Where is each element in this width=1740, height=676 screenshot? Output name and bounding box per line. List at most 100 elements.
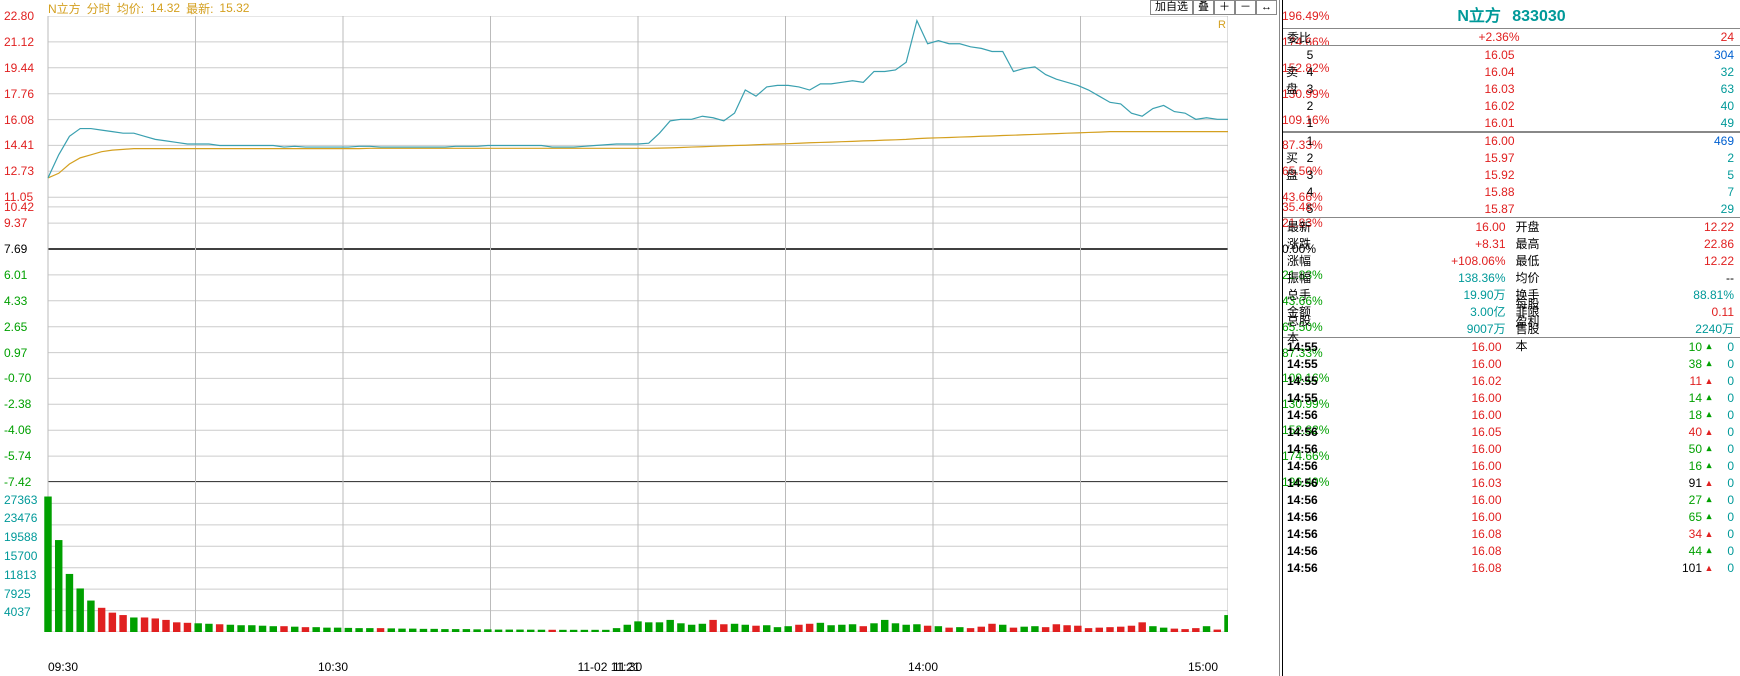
arrow-up-icon: ▲	[1702, 376, 1716, 386]
y-left-tick: 4.33	[4, 294, 27, 308]
tick-row[interactable]: 14:5616.0050▼0	[1283, 440, 1740, 457]
y-left-tick: 2.65	[4, 320, 27, 334]
tick-price: 16.00	[1331, 493, 1642, 507]
book-price: 15.88	[1319, 185, 1680, 199]
stats-row: 振幅138.36%均价--	[1283, 269, 1740, 286]
vol-y-tick: 23476	[4, 511, 37, 525]
y-left-tick: 9.37	[4, 216, 27, 230]
expand-button[interactable]: ↔	[1256, 0, 1277, 15]
stats-value: 0.11	[1550, 305, 1740, 319]
overlay-button[interactable]: 叠	[1193, 0, 1214, 15]
stats-value: 22.86	[1550, 237, 1740, 251]
book-level: 1	[1301, 116, 1319, 130]
book-price: 15.92	[1319, 168, 1680, 182]
tick-time: 14:56	[1283, 561, 1331, 575]
header-avg-value: 14.32	[150, 1, 180, 15]
ratio-value2: 24	[1680, 30, 1740, 44]
price-chart[interactable]: R 22.8021.1219.4417.7616.0814.4112.7311.…	[0, 16, 1279, 482]
vol-y-tick: 19588	[4, 530, 37, 544]
arrow-down-icon: ▼	[1702, 495, 1716, 505]
book-row[interactable]: 盘315.925	[1283, 166, 1740, 183]
stats-label: 开盘	[1512, 218, 1550, 235]
tick-row[interactable]: 14:5616.0391▲0	[1283, 474, 1740, 491]
book-price: 16.00	[1319, 134, 1680, 148]
tick-list: 14:5516.0010▼014:5516.0038▼014:5516.0211…	[1283, 338, 1740, 576]
stats-value: 12.22	[1550, 254, 1740, 268]
volume-chart-svg	[0, 482, 1228, 632]
zoom-in-button[interactable]: ＋	[1214, 0, 1235, 15]
zoom-out-button[interactable]: －	[1235, 0, 1256, 15]
tick-volume: 11	[1642, 374, 1702, 388]
tick-volume: 18	[1642, 408, 1702, 422]
stats-label: 总手	[1283, 286, 1321, 303]
y-left-tick: -4.06	[4, 423, 31, 437]
tick-time: 14:55	[1283, 374, 1331, 388]
book-side-label: 盘	[1283, 80, 1301, 97]
book-level: 2	[1301, 151, 1319, 165]
tick-row[interactable]: 14:5516.0014▼0	[1283, 389, 1740, 406]
book-row[interactable]: 盘316.0363	[1283, 80, 1740, 97]
arrow-down-icon: ▼	[1702, 342, 1716, 352]
stats-row: 涨幅+108.06%最低12.22	[1283, 252, 1740, 269]
book-row[interactable]: 116.0149	[1283, 114, 1740, 131]
stats-value: 138.36%	[1321, 271, 1512, 285]
book-level: 4	[1301, 65, 1319, 79]
tick-row[interactable]: 14:5616.0834▲0	[1283, 525, 1740, 542]
stats-label: 均价	[1512, 269, 1550, 286]
tick-volume: 38	[1642, 357, 1702, 371]
tick-volume: 40	[1642, 425, 1702, 439]
y-left-tick: 16.08	[4, 113, 34, 127]
book-qty: 29	[1680, 202, 1740, 216]
tick-row[interactable]: 14:5616.0844▼0	[1283, 542, 1740, 559]
tick-time: 14:55	[1283, 340, 1331, 354]
tick-row[interactable]: 14:5516.0010▼0	[1283, 338, 1740, 355]
tick-volume: 44	[1642, 544, 1702, 558]
tick-time: 14:56	[1283, 425, 1331, 439]
book-row[interactable]: 415.887	[1283, 183, 1740, 200]
tick-time: 14:56	[1283, 408, 1331, 422]
arrow-up-icon: ▲	[1702, 427, 1716, 437]
tick-time: 14:56	[1283, 510, 1331, 524]
tick-row[interactable]: 14:5516.0038▼0	[1283, 355, 1740, 372]
tick-row[interactable]: 14:5616.0027▼0	[1283, 491, 1740, 508]
arrow-down-icon: ▼	[1702, 461, 1716, 471]
book-row[interactable]: 515.8729	[1283, 200, 1740, 217]
book-side-label: 买	[1283, 149, 1301, 166]
book-row[interactable]: 卖416.0432	[1283, 63, 1740, 80]
tick-row[interactable]: 14:5616.0540▲0	[1283, 423, 1740, 440]
tick-volume: 14	[1642, 391, 1702, 405]
tick-row[interactable]: 14:5516.0211▲0	[1283, 372, 1740, 389]
tick-extra: 0	[1716, 425, 1740, 439]
book-side-label: 卖	[1283, 63, 1301, 80]
book-row[interactable]: 买215.972	[1283, 149, 1740, 166]
stats-label: 涨幅	[1283, 252, 1321, 269]
book-level: 2	[1301, 99, 1319, 113]
header-stock-name: N立方	[48, 0, 81, 17]
tick-row[interactable]: 14:5616.0016▼0	[1283, 457, 1740, 474]
stats-value: 3.00亿	[1321, 303, 1512, 320]
book-row[interactable]: 216.0240	[1283, 97, 1740, 114]
arrow-up-icon: ▲	[1702, 478, 1716, 488]
side-panel: N立方 833030 委比 +2.36% 24 516.05304卖416.04…	[1282, 0, 1740, 676]
volume-chart[interactable]: 273632347619588157001181379254037	[0, 482, 1279, 644]
x-tick: 14:00	[908, 660, 938, 674]
stats-label: 最高	[1512, 235, 1550, 252]
tick-price: 16.00	[1331, 510, 1642, 524]
tick-row[interactable]: 14:5616.08101▲0	[1283, 559, 1740, 576]
tick-row[interactable]: 14:5616.0018▼0	[1283, 406, 1740, 423]
ratio-label: 委比	[1283, 29, 1318, 46]
tick-row[interactable]: 14:5616.0065▼0	[1283, 508, 1740, 525]
book-row[interactable]: 516.05304	[1283, 46, 1740, 63]
tick-price: 16.08	[1331, 527, 1642, 541]
arrow-up-icon: ▲	[1702, 529, 1716, 539]
x-tick: 11:30	[613, 660, 642, 674]
book-row[interactable]: 116.00469	[1283, 132, 1740, 149]
tick-time: 14:56	[1283, 459, 1331, 473]
tick-price: 16.00	[1331, 442, 1642, 456]
tick-volume: 91	[1642, 476, 1702, 490]
add-watchlist-button[interactable]: 加自选	[1150, 0, 1193, 15]
x-axis: 09:3010:3011-02 11:2111:3014:0015:00	[0, 658, 1279, 676]
commission-ratio-row: 委比 +2.36% 24	[1283, 29, 1740, 46]
book-qty: 40	[1680, 99, 1740, 113]
tick-time: 14:56	[1283, 544, 1331, 558]
